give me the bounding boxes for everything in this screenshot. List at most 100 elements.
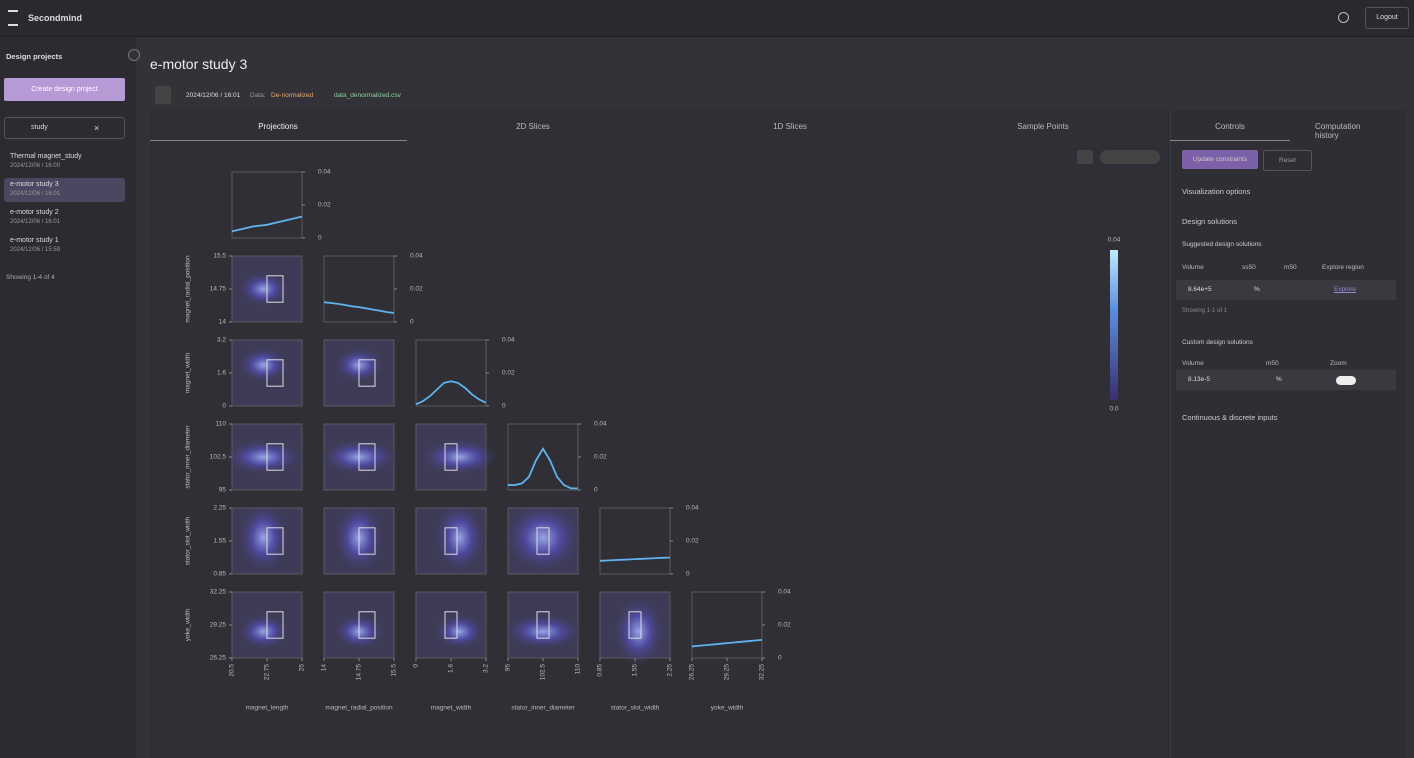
controls-panel (1170, 110, 1406, 758)
table-cell: 8.64e+5 (1188, 286, 1212, 293)
y-tick-label: 0 (594, 487, 598, 494)
constraint-box (444, 611, 458, 639)
file-icon (155, 86, 171, 104)
y-tick-label: 0 (318, 235, 322, 242)
x-axis-label: stator_inner_diameter (511, 705, 575, 712)
subsection-title: Suggested design solutions (1182, 241, 1262, 248)
tab[interactable]: Controls (1215, 122, 1245, 131)
x-tick-label: 0.85 (597, 664, 604, 677)
y-tick-label: 95 (219, 487, 227, 494)
y-axis-label: stator_slot_width (185, 516, 192, 565)
tab[interactable]: 1D Slices (773, 122, 807, 131)
tab[interactable]: 2D Slices (516, 122, 550, 131)
constraint-box (536, 527, 550, 555)
project-date: 2024/12/06 / 16:01 (10, 219, 61, 225)
y-axis-label: magnet_width (185, 352, 192, 393)
reset-button[interactable]: Reset (1263, 150, 1312, 171)
project-item[interactable]: e-motor study 2 2024/12/06 / 16:01 (4, 206, 125, 230)
y-tick-label: 0.04 (778, 589, 791, 596)
logo (8, 10, 18, 26)
diagonal-cell (507, 423, 579, 491)
density-curve (323, 301, 395, 314)
active-tab-underline (150, 140, 407, 141)
y-tick-label: 0 (410, 319, 414, 326)
y-axis-label: yoke_width (185, 608, 192, 641)
help-icon[interactable] (1338, 12, 1349, 23)
tab[interactable]: Sample Points (1017, 122, 1069, 131)
logout-button[interactable]: Logout (1365, 7, 1409, 29)
sidebar: Design projects Create design project st… (0, 37, 140, 758)
y-tick-label: 0.04 (594, 421, 607, 428)
x-tick-label: 14 (321, 664, 328, 672)
data-file[interactable]: data_denormalized.csv (334, 92, 401, 99)
section-header[interactable]: Continuous & discrete inputs (1182, 413, 1278, 422)
table-header: m50 (1266, 360, 1279, 367)
x-tick-label: 14.75 (356, 664, 363, 681)
table-cell: % (1276, 376, 1282, 383)
y-tick-label: 0.04 (686, 505, 699, 512)
density-blob (238, 347, 290, 383)
brand: Secondmind (28, 13, 83, 23)
density-curve (415, 380, 487, 406)
sidebar-title: Design projects (6, 52, 63, 61)
constraint-box (266, 275, 284, 303)
x-tick-label: 25 (299, 664, 306, 672)
project-item[interactable]: e-motor study 3 2024/12/06 / 16:01 (4, 178, 125, 202)
table-header: Explore region (1322, 264, 1364, 271)
constraint-box (358, 443, 376, 471)
x-tick-label: 110 (575, 664, 582, 675)
x-tick-label: 20.5 (229, 664, 236, 677)
y-tick-label: 0.02 (318, 202, 331, 209)
tab[interactable]: Computation history (1315, 122, 1361, 140)
y-tick-label: 110 (216, 421, 227, 428)
search-input[interactable]: study (4, 117, 125, 139)
constraint-box (266, 611, 284, 639)
x-tick-label: 1.6 (448, 664, 455, 673)
toolbar-button[interactable] (1077, 150, 1093, 164)
density-blob (238, 271, 290, 307)
project-item[interactable]: e-motor study 1 2024/12/06 / 15:59 (4, 234, 125, 258)
zoom-controls[interactable] (1100, 150, 1160, 164)
table-pagination: Showing 1-1 of 1 (1182, 308, 1228, 314)
table-header: ss50 (1242, 264, 1256, 271)
x-axis-label: magnet_width (431, 705, 472, 712)
y-tick-label: 14 (219, 319, 227, 326)
section-header[interactable]: Visualization options (1182, 187, 1251, 196)
update-button[interactable]: Update constraints (1182, 150, 1258, 169)
x-tick-label: 3.2 (483, 664, 490, 673)
x-tick-label: 95 (505, 664, 512, 672)
x-tick-label: 26.25 (689, 664, 696, 681)
clear-icon[interactable]: × (94, 123, 100, 133)
y-tick-label: 0.02 (778, 622, 791, 629)
collapse-button[interactable] (128, 49, 140, 61)
y-tick-label: 26.25 (210, 655, 227, 662)
table-header: Volume (1182, 360, 1204, 367)
constraint-box (266, 359, 284, 387)
constraint-box (358, 359, 376, 387)
density-blob (419, 439, 499, 475)
x-tick-label: 22.75 (264, 664, 271, 681)
create-button[interactable]: Create design project (4, 78, 125, 101)
zoom-toggle[interactable] (1336, 376, 1356, 385)
density-curve (231, 215, 303, 233)
constraint-box (266, 443, 284, 471)
colorbar (1110, 250, 1118, 400)
y-tick-label: 0.04 (410, 253, 423, 260)
x-tick-label: 0 (413, 664, 420, 668)
x-axis-label: magnet_length (245, 705, 288, 712)
y-tick-label: 0.02 (594, 454, 607, 461)
project-item[interactable]: Thermal magnet_study 2024/12/06 / 16:00 (4, 150, 125, 174)
constraint-box (444, 527, 458, 555)
y-tick-label: 32.25 (210, 589, 227, 596)
constraint-box (536, 611, 550, 639)
y-tick-label: 29.25 (210, 622, 227, 629)
y-tick-label: 0.04 (502, 337, 515, 344)
y-tick-label: 0.85 (213, 571, 226, 578)
x-tick-label: 32.25 (759, 664, 766, 681)
table-row (1176, 280, 1396, 300)
table-cell[interactable]: Explore (1334, 286, 1357, 293)
section-header[interactable]: Design solutions (1182, 217, 1238, 226)
tab[interactable]: Projections (258, 122, 298, 131)
x-tick-label: 29.25 (724, 664, 731, 681)
constraint-box (628, 611, 642, 639)
